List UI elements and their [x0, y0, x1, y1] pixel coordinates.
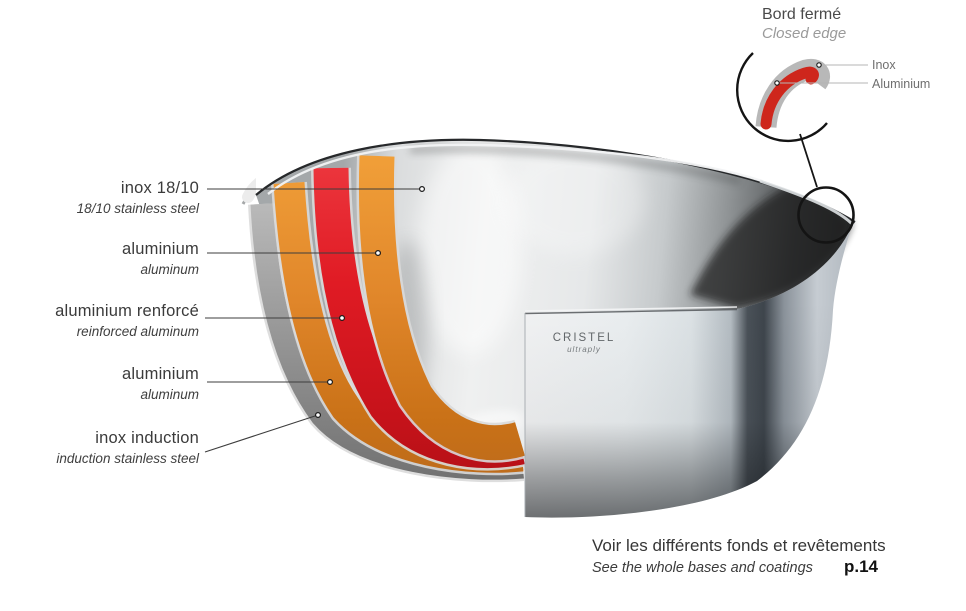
cut-face	[524, 228, 851, 518]
layer-bands	[248, 155, 526, 483]
callout-aluminium-outer: aluminium aluminum	[122, 240, 199, 278]
callout-label-fr: aluminium renforcé	[55, 302, 199, 320]
detail-aluminium-dot	[774, 80, 780, 86]
rim-zoom-source-circle	[797, 186, 855, 244]
footer-reference: Voir les différents fonds et revêtements…	[592, 535, 886, 577]
layer-leader-dots	[315, 186, 426, 419]
magnifier-circle	[735, 52, 828, 143]
closed-edge-header: Bord fermé Closed edge	[762, 5, 846, 43]
callout-label-en: 18/10 stainless steel	[76, 200, 199, 216]
closed-edge-detail	[735, 52, 868, 244]
closed-edge-title-en: Closed edge	[762, 25, 847, 43]
detail-aluminium-layer	[760, 66, 819, 130]
closed-edge-title-fr: Bord fermé	[762, 6, 842, 23]
detail-aluminium-label: Aluminium	[872, 76, 931, 91]
callout-label-en: aluminum	[140, 386, 199, 402]
pot-rim	[255, 138, 856, 228]
callout-inox-1810: inox 18/10 18/10 stainless steel	[77, 179, 199, 217]
callout-label-en: aluminum	[140, 261, 199, 277]
detail-inox-label: Inox	[872, 57, 896, 72]
callout-aluminium-renforce: aluminium renforcé reinforced aluminum	[55, 302, 199, 340]
brand-series: ultraply	[567, 345, 601, 354]
callout-label-en: reinforced aluminum	[76, 323, 199, 339]
footer-text-fr: Voir les différents fonds et revêtements	[592, 536, 886, 555]
brand-name: CRISTEL	[552, 332, 616, 344]
band-aluminium-inner	[358, 155, 525, 461]
magnifier-connector-line	[799, 133, 818, 188]
callout-label-fr: aluminium	[122, 365, 199, 383]
footer-page-ref: p.14	[843, 557, 878, 577]
detail-inox-dot	[816, 62, 822, 68]
brand-engraving: CRISTEL ultraply	[544, 332, 624, 354]
callout-label-fr: inox 18/10	[120, 179, 199, 197]
callout-label-fr: inox induction	[95, 429, 199, 447]
callout-inox-induction: inox induction induction stainless steel	[56, 429, 199, 467]
leader-inox-induction	[204, 414, 319, 453]
callout-label-fr: aluminium	[122, 240, 199, 258]
footer-text-en: See the whole bases and coatings	[592, 560, 813, 577]
layer-leader-lines	[204, 188, 422, 453]
callout-aluminium-inner: aluminium aluminum	[122, 365, 199, 403]
callout-label-en: induction stainless steel	[56, 450, 199, 466]
